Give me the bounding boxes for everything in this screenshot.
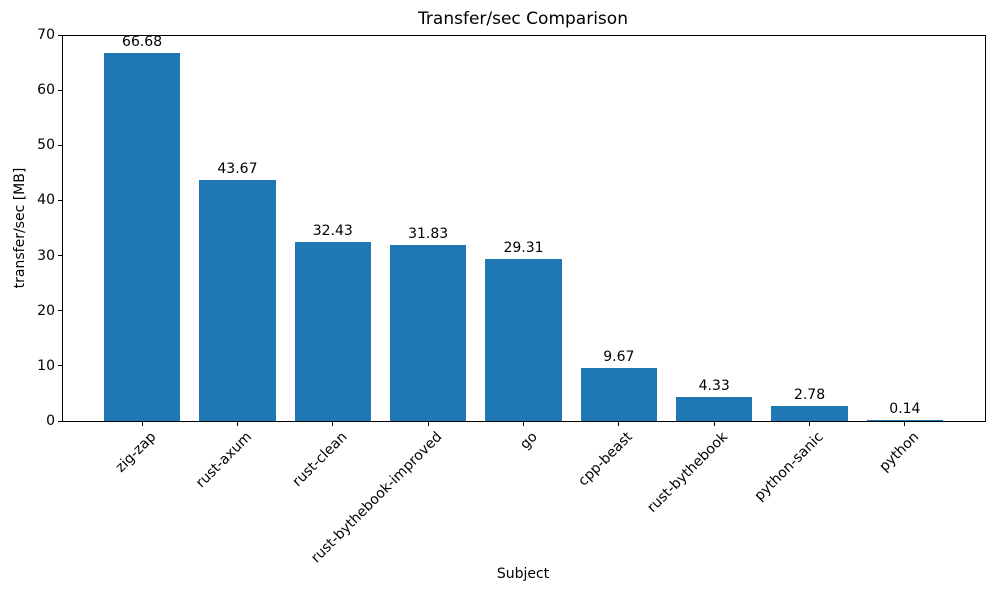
bar bbox=[103, 53, 181, 421]
y-tick-label: 0 bbox=[46, 413, 55, 429]
bar bbox=[485, 259, 562, 421]
y-tick-mark bbox=[58, 89, 62, 91]
bar bbox=[580, 367, 657, 421]
bar-value-label: 32.43 bbox=[312, 223, 353, 240]
y-tick-mark bbox=[58, 310, 62, 312]
bar-value-label: 29.31 bbox=[503, 240, 544, 257]
chart-title: Transfer/sec Comparison bbox=[418, 9, 628, 29]
bar-value-label: 31.83 bbox=[408, 226, 449, 243]
y-tick-label: 30 bbox=[37, 247, 55, 264]
x-tick-label: rust-clean bbox=[289, 429, 351, 490]
bar-value-label: 66.68 bbox=[122, 34, 163, 51]
bar bbox=[390, 245, 467, 421]
y-axis-label: transfer/sec [MB] bbox=[12, 167, 28, 289]
y-tick-mark bbox=[58, 255, 62, 257]
x-axis-label: Subject bbox=[496, 566, 550, 582]
bar-value-label: 2.78 bbox=[793, 386, 826, 403]
x-tick-label: cpp-beast bbox=[575, 429, 637, 490]
y-tick-label: 40 bbox=[37, 192, 55, 209]
y-tick-label: 20 bbox=[37, 302, 55, 319]
y-tick-mark bbox=[58, 420, 62, 422]
bar bbox=[866, 420, 944, 421]
x-tick-mark bbox=[713, 422, 715, 426]
bar-value-label: 43.67 bbox=[217, 161, 258, 178]
x-tick-mark bbox=[618, 422, 620, 426]
y-tick-label: 10 bbox=[37, 357, 55, 374]
x-tick-label: zig-zap bbox=[112, 429, 160, 476]
bar-value-label: 4.33 bbox=[698, 378, 730, 395]
y-tick-mark bbox=[58, 144, 62, 146]
y-tick-mark bbox=[58, 199, 62, 201]
x-tick-label: python bbox=[876, 429, 923, 475]
x-tick-label: go bbox=[517, 429, 541, 453]
bar-value-label: 9.67 bbox=[603, 348, 635, 365]
bar bbox=[676, 397, 753, 421]
y-tick-mark bbox=[58, 34, 62, 36]
x-tick-mark bbox=[236, 422, 238, 426]
x-tick-mark bbox=[427, 422, 429, 426]
bar-value-label: 0.14 bbox=[889, 401, 921, 418]
x-tick-label: rust-axum bbox=[192, 429, 255, 492]
x-tick-label: python-sanic bbox=[751, 429, 827, 505]
y-tick-label: 50 bbox=[37, 137, 55, 154]
x-tick-label: rust-bythebook bbox=[644, 429, 732, 516]
y-tick-label: 70 bbox=[37, 27, 55, 43]
x-tick-mark bbox=[809, 422, 811, 426]
x-tick-mark bbox=[332, 422, 334, 426]
y-tick-label: 60 bbox=[37, 82, 55, 99]
bar bbox=[199, 180, 276, 421]
x-tick-mark bbox=[141, 422, 143, 426]
x-tick-mark bbox=[904, 422, 906, 426]
bar bbox=[294, 242, 371, 421]
x-tick-mark bbox=[523, 422, 524, 426]
y-tick-mark bbox=[58, 365, 62, 367]
bar bbox=[771, 405, 848, 421]
